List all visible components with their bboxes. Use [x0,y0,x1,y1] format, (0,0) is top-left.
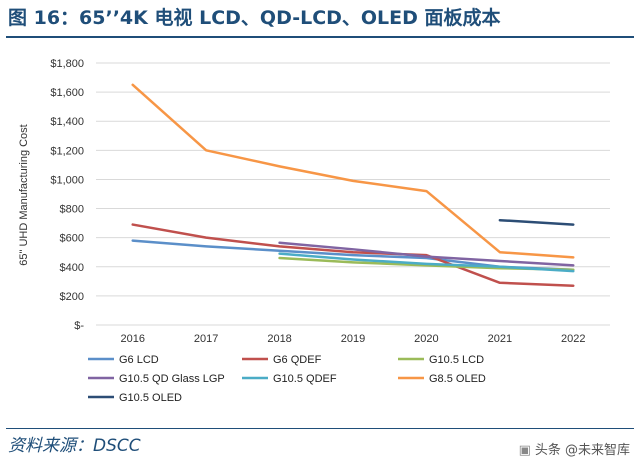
y-tick-label: $1,800 [50,58,84,70]
legend-label: G6 QDEF [273,354,322,366]
y-tick-label: $400 [60,262,84,274]
series-line [278,252,575,273]
legend-label: G10.5 QDEF [273,373,337,385]
x-tick-label: 2018 [267,333,291,345]
legend-label: G8.5 OLED [429,373,486,385]
series-line [131,83,575,259]
x-tick-label: 2016 [120,333,144,345]
legend: G6 LCD G6 QDEF G10.5 LCD G10.5 QD Glass LGP… [88,354,486,404]
line-chart: $- $200 $400 $600 $800 $1,000 $1,200 $1,400 $1,6… [18,58,610,404]
y-tick-label: $1,600 [50,87,84,99]
x-tick-label: 2020 [414,333,438,345]
y-tick-label: $1,400 [50,116,84,128]
x-tick-label: 2022 [561,333,585,345]
x-axis-ticks: 2016 2017 2018 2019 2020 2021 2022 [120,333,585,345]
source-divider [6,428,634,429]
grid-lines [96,62,610,326]
series-line [278,241,575,267]
x-tick-label: 2017 [194,333,218,345]
y-tick-label: $1,000 [50,174,84,186]
y-tick-label: $- [74,320,84,332]
toutiao-logo-icon: ▣ [518,443,531,458]
y-axis-label: 65" UHD Manufacturing Cost [18,124,30,265]
y-tick-label: $800 [60,204,84,216]
x-tick-label: 2021 [488,333,512,345]
y-tick-label: $600 [60,233,84,245]
source-note: 资料来源：DSCC [8,436,141,456]
legend-label: G6 LCD [119,354,159,366]
series-line [498,218,575,226]
series-line [131,223,575,287]
title-divider [6,36,634,38]
y-axis-ticks: $- $200 $400 $600 $800 $1,000 $1,200 $1,400 $1,6… [50,58,84,332]
x-tick-label: 2019 [341,333,365,345]
figure-title: 图 16：65’’4K 电视 LCD、QD-LCD、OLED 面板成本 [8,7,501,29]
series-lines [131,83,575,287]
legend-label: G10.5 LCD [429,354,484,366]
series-line [131,239,575,271]
legend-label: G10.5 OLED [119,392,182,404]
watermark-text: 头条 @未来智库 [534,443,630,458]
y-tick-label: $1,200 [50,145,84,157]
y-tick-label: $200 [60,291,84,303]
legend-label: G10.5 QD Glass LGP [119,373,225,385]
watermark: ▣ 头条 @未来智库 [519,440,630,462]
